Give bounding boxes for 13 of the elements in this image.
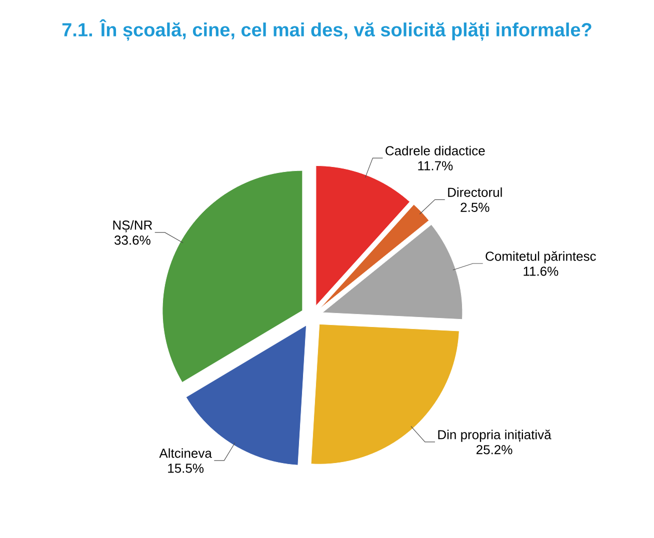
data-label: 11.7% — [418, 161, 453, 170]
slice-label: Cadrele didactice — [386, 146, 485, 156]
slice-label: Directorul — [448, 187, 502, 197]
data-label: 33.6% — [114, 236, 150, 245]
slice-label: Din propria inițiativă — [438, 430, 552, 442]
data-label: 11.6% — [524, 266, 558, 276]
slice-label: NȘ/NR — [113, 220, 152, 232]
data-label: 15.5% — [168, 464, 204, 473]
data-label: 2.5% — [460, 202, 490, 212]
slice-label: Altcineva — [159, 448, 212, 458]
chart-title: 7.1. În școală, cine, cel mai des, vă solicită plăți informale? — [62, 19, 592, 41]
slice-label: Comitetul părintesc — [486, 251, 596, 264]
data-label: 25.2% — [476, 445, 512, 454]
